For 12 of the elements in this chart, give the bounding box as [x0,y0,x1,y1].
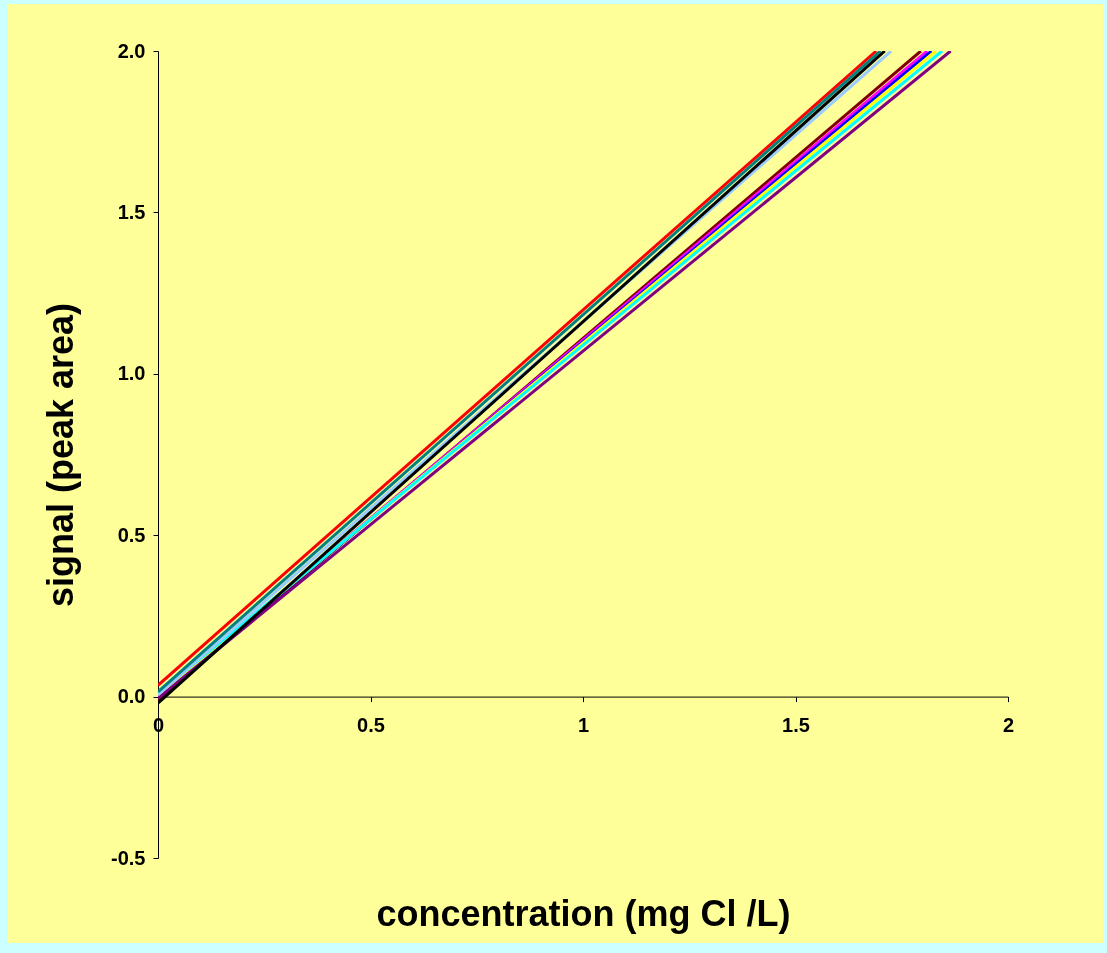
y-tick-label: -0.5 [111,846,146,869]
x-tick-label: 1.5 [782,714,810,737]
y-tick-label: 2.0 [117,39,146,62]
y-tick-label: 0.5 [117,523,146,546]
x-tick-label: 2 [1002,714,1015,737]
y-tick-label: 1.5 [117,200,146,223]
x-tick-label: 0.5 [357,714,385,737]
y-axis-title: signal (peak area) [40,302,82,608]
x-axis-title: concentration (mg Cl /L) [376,892,791,934]
y-tick-label: 1.0 [117,362,146,385]
y-tick-label: 0.0 [117,685,146,708]
x-tick-label: 1 [577,714,590,737]
